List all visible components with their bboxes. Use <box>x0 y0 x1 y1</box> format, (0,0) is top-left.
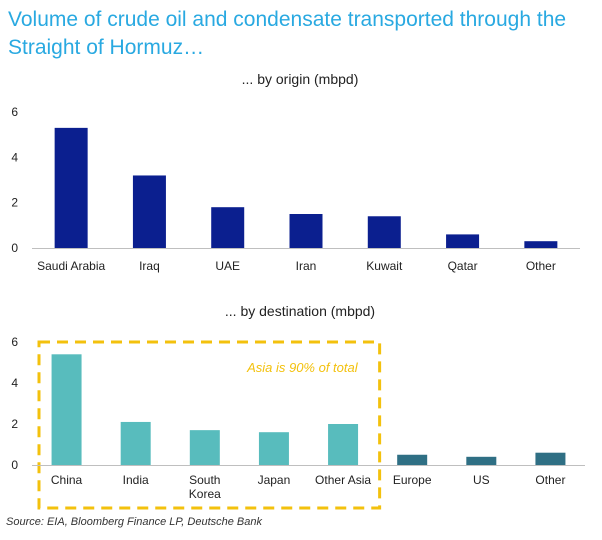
origin-ytick-label: 4 <box>11 150 18 164</box>
asia-annotation: Asia is 90% of total <box>246 360 359 375</box>
destination-bar <box>258 432 289 465</box>
destination-ytick-label: 0 <box>11 458 18 472</box>
destination-bar <box>120 421 151 465</box>
destination-category-label: India <box>123 473 149 487</box>
destination-category-label: Korea <box>189 487 221 501</box>
origin-category-label: Kuwait <box>366 259 403 273</box>
source-note: Source: EIA, Bloomberg Finance LP, Deuts… <box>6 516 262 528</box>
asia-highlight-box <box>37 340 382 510</box>
origin-bar <box>54 127 88 248</box>
destination-bar <box>189 430 220 465</box>
destination-category-label: Other Asia <box>315 473 371 487</box>
origin-ytick-label: 0 <box>11 241 18 255</box>
destination-ytick-label: 2 <box>11 417 18 431</box>
origin-category-label: Qatar <box>448 259 478 273</box>
origin-subtitle: ... by origin (mbpd) <box>242 71 359 87</box>
destination-bar <box>397 454 428 465</box>
destination-bar <box>51 354 82 465</box>
chart-title: Volume of crude oil and condensate trans… <box>8 8 567 59</box>
origin-category-label: Saudi Arabia <box>37 259 105 273</box>
destination-category-label: South <box>189 473 220 487</box>
origin-category-label: Other <box>526 259 556 273</box>
destination-ytick-label: 4 <box>11 376 18 390</box>
origin-ytick-label: 2 <box>11 196 18 210</box>
origin-bar <box>289 214 323 248</box>
destination-bar <box>466 456 497 465</box>
origin-bar <box>524 241 558 248</box>
origin-ytick-label: 6 <box>11 105 18 119</box>
destination-category-label: China <box>51 473 83 487</box>
origin-bar <box>132 175 166 248</box>
destination-subtitle: ... by destination (mbpd) <box>225 303 375 319</box>
destination-category-label: Other <box>535 473 565 487</box>
destination-category-label: Japan <box>258 473 291 487</box>
origin-category-label: Iran <box>296 259 317 273</box>
destination-category-label: Europe <box>393 473 432 487</box>
destination-category-label: US <box>473 473 490 487</box>
destination-bar <box>535 452 566 465</box>
destination-bar <box>328 424 359 465</box>
origin-category-label: Iraq <box>139 259 160 273</box>
origin-bar <box>211 207 245 248</box>
origin-bar <box>367 216 401 248</box>
destination-ytick-label: 6 <box>11 335 18 349</box>
origin-bar <box>446 234 480 248</box>
origin-category-label: UAE <box>215 259 240 273</box>
